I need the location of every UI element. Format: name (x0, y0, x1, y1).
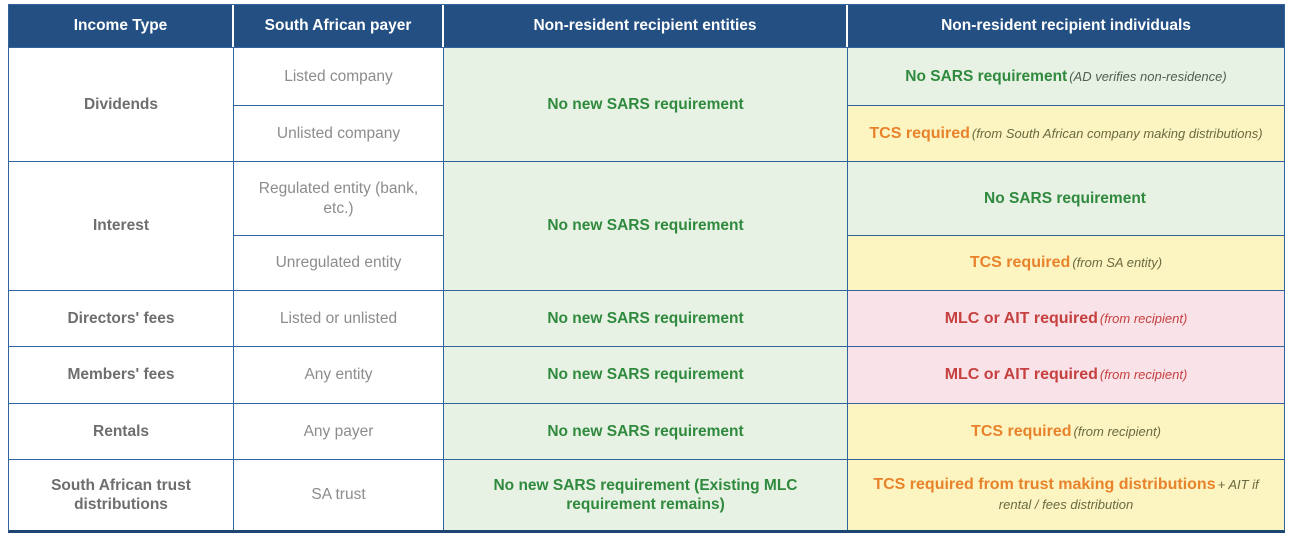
cell-members-fees-payer: Any entity (234, 346, 444, 403)
cell-members-fees-entities: No new SARS requirement (444, 346, 848, 403)
cell-dividends-listed-individuals: No SARS requirement (AD verifies non-resi… (848, 47, 1284, 105)
individuals-requirement-note: (from recipient) (1099, 310, 1188, 326)
cell-rentals-income-type: Rentals (9, 403, 234, 459)
header-nonresident-individuals: Non-resident recipient individuals (848, 5, 1284, 47)
individuals-requirement-text: MLC or AIT required (944, 366, 1098, 383)
entities-requirement-text: No new SARS requirement (547, 309, 744, 327)
row-members-fees: Members' fees Any entity No new SARS req… (9, 346, 1284, 403)
individuals-requirement-text: TCS required from trust making distribut… (873, 476, 1216, 494)
row-interest-regulated: Interest Regulated entity (bank, etc.) N… (9, 161, 1284, 290)
individuals-requirement-text: TCS required (869, 124, 970, 142)
row-directors-fees: Directors' fees Listed or unlisted No ne… (9, 290, 1284, 346)
cell-directors-fees-entities: No new SARS requirement (444, 290, 848, 346)
row-rentals: Rentals Any payer No new SARS requiremen… (9, 403, 1284, 459)
cell-dividends-income-type: Dividends (9, 47, 234, 161)
individuals-requirement-note: (from recipient) (1099, 367, 1188, 382)
cell-members-fees-income-type: Members' fees (9, 346, 234, 403)
individuals-requirement-text: No SARS requirement (905, 67, 1068, 85)
individuals-requirement-note: (AD verifies non-residence) (1069, 68, 1227, 84)
cell-dividends-payer-listed: Listed company (234, 47, 444, 105)
header-nonresident-entities: Non-resident recipient entities (444, 5, 848, 47)
individuals-requirement-note: (from recipient) (1073, 423, 1161, 439)
cell-interest-payer-regulated: Regulated entity (bank, etc.) (234, 161, 444, 235)
cell-trust-individuals: TCS required from trust making distribut… (848, 459, 1284, 530)
cell-rentals-payer: Any payer (234, 403, 444, 459)
individuals-requirement-text: MLC or AIT required (944, 309, 1098, 327)
individuals-requirement-note: (from SA entity) (1072, 255, 1163, 270)
individuals-requirement-text: TCS required (971, 422, 1072, 440)
cell-interest-income-type: Interest (9, 161, 234, 290)
row-interest-unregulated: Unregulated entity TCS required (from SA … (9, 235, 1284, 290)
cell-dividends-unlisted-individuals: TCS required (from South African company … (848, 105, 1284, 161)
cell-directors-fees-income-type: Directors' fees (9, 290, 234, 346)
sars-requirements-table: Income Type South African payer Non-resi… (8, 4, 1285, 533)
tax-requirements-table: Income Type South African payer Non-resi… (8, 4, 1285, 533)
cell-rentals-individuals: TCS required (from recipient) (848, 403, 1284, 459)
entities-requirement-text: No new SARS requirement (547, 217, 744, 235)
cell-interest-payer-unregulated: Unregulated entity (234, 235, 444, 290)
individuals-requirement-text: No SARS requirement (984, 189, 1146, 207)
entities-requirement-text: No new SARS requirement (Existing MLC re… (493, 476, 798, 513)
cell-rentals-entities: No new SARS requirement (444, 403, 848, 459)
cell-dividends-payer-unlisted: Unlisted company (234, 105, 444, 161)
cell-directors-fees-payer: Listed or unlisted (234, 290, 444, 346)
cell-dividends-entities: No new SARS requirement (444, 47, 848, 161)
cell-trust-entities: No new SARS requirement (Existing MLC re… (444, 459, 848, 530)
cell-interest-regulated-individuals: No SARS requirement (848, 161, 1284, 235)
cell-trust-payer: SA trust (234, 459, 444, 530)
row-dividends-unlisted: Unlisted company TCS required (from South… (9, 105, 1284, 161)
header-sa-payer: South African payer (234, 5, 444, 47)
individuals-requirement-note: (from South African company making distr… (971, 125, 1263, 141)
cell-interest-entities: No new SARS requirement (444, 161, 848, 290)
entities-requirement-text: No new SARS requirement (547, 422, 744, 440)
entities-requirement-text: No new SARS requirement (547, 366, 744, 384)
row-dividends-listed: Dividends Listed company No new SARS req… (9, 47, 1284, 161)
cell-trust-income-type: South African trust distributions (9, 459, 234, 530)
header-row: Income Type South African payer Non-resi… (9, 5, 1284, 47)
individuals-requirement-text: TCS required (969, 254, 1071, 271)
cell-interest-unregulated-individuals: TCS required (from SA entity) (848, 235, 1284, 290)
header-income-type: Income Type (9, 5, 234, 47)
cell-directors-fees-individuals: MLC or AIT required (from recipient) (848, 290, 1284, 346)
cell-members-fees-individuals: MLC or AIT required (from recipient) (848, 346, 1284, 403)
entities-requirement-text: No new SARS requirement (547, 95, 744, 113)
row-trust-distributions: South African trust distributions SA tru… (9, 459, 1284, 530)
